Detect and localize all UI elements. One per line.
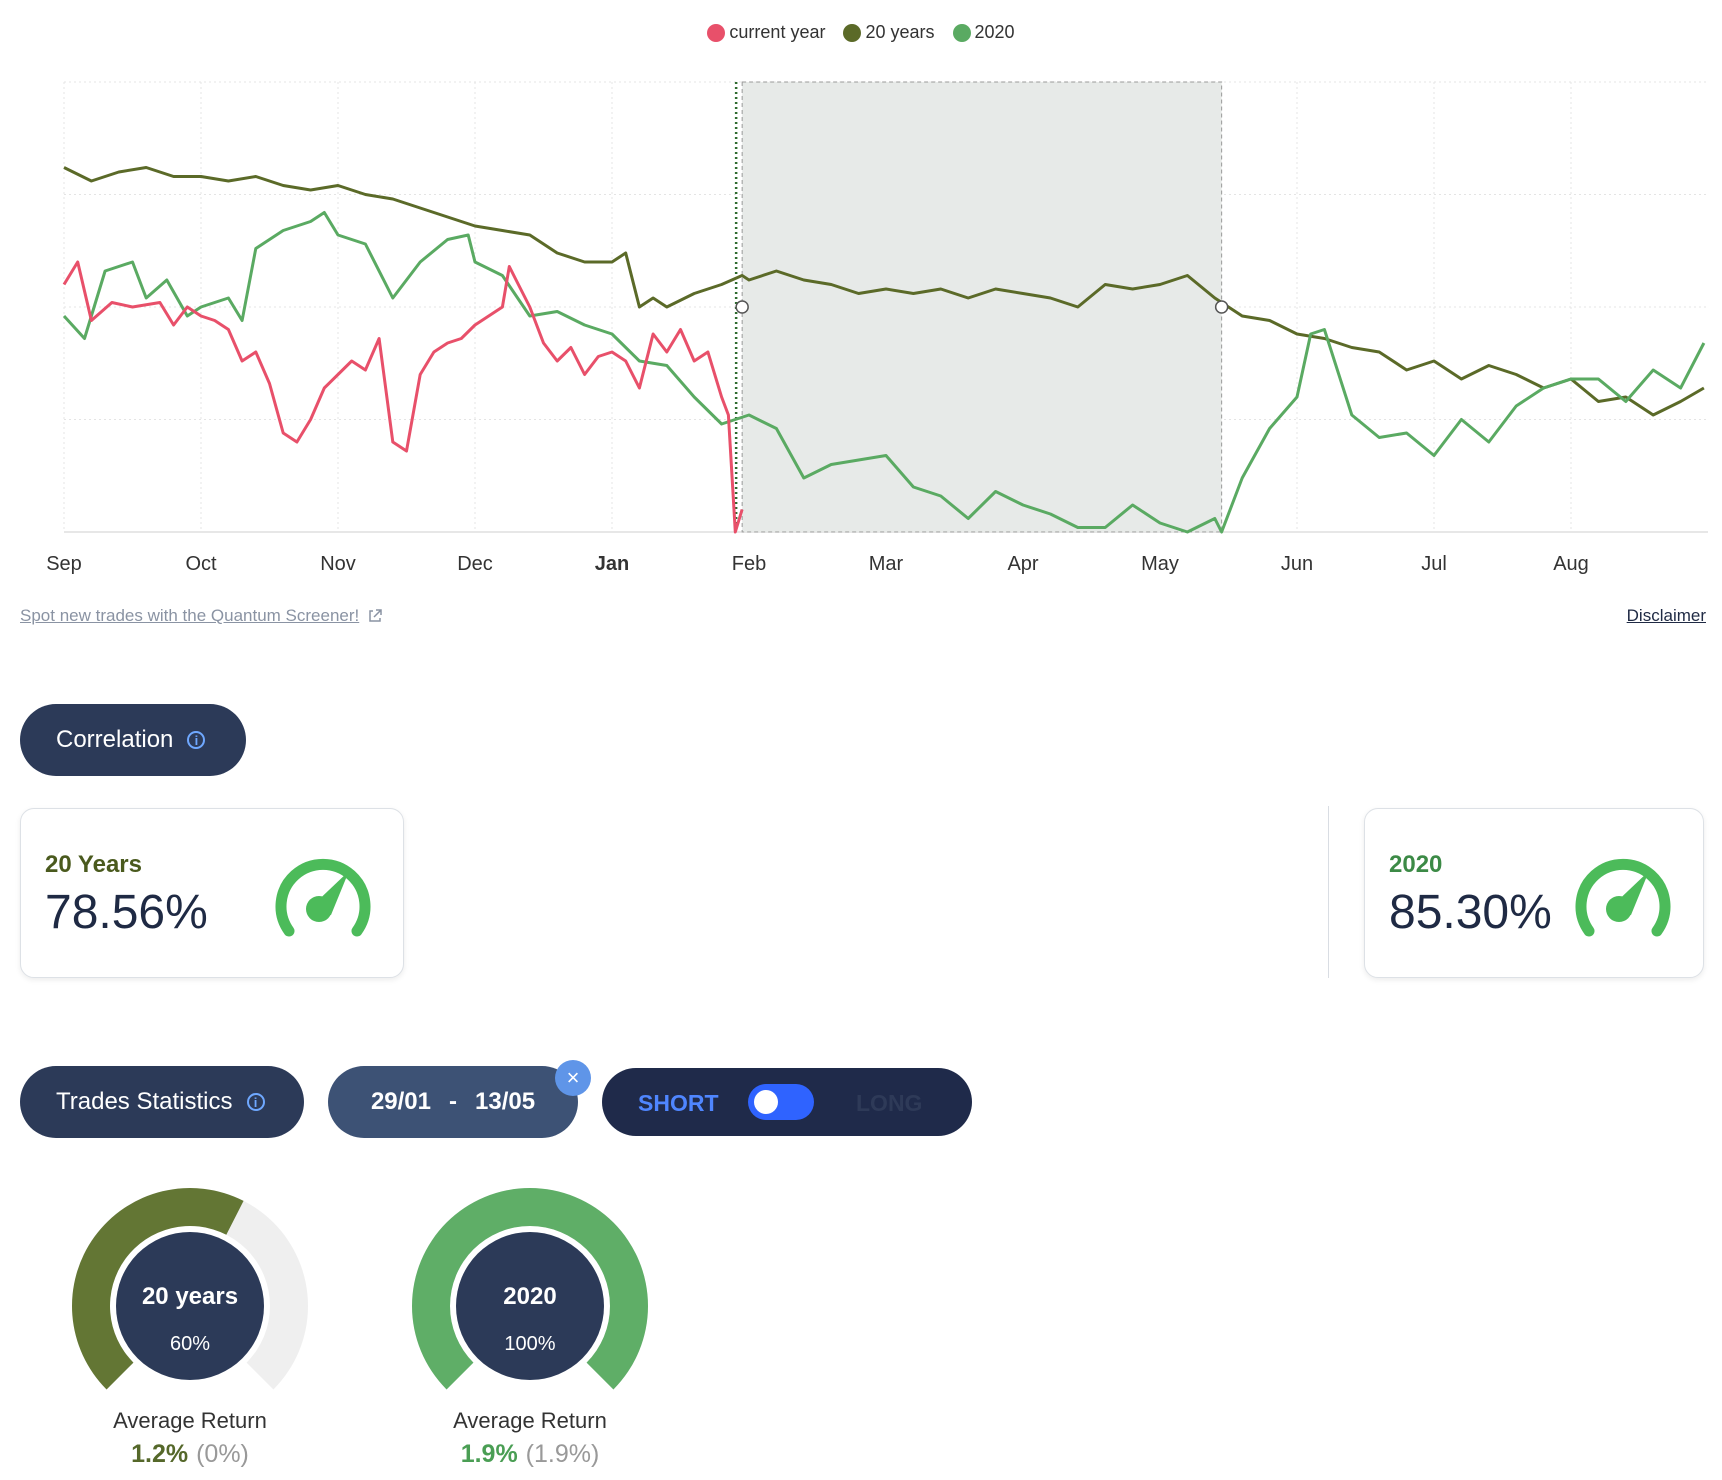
win-rate-donut: 2020 100% [412,1188,648,1390]
series-line [63,166,1705,417]
donut-fill [72,1188,244,1390]
correlation-card-2020: 2020 85.30% [1364,808,1704,978]
info-icon[interactable]: i [187,731,206,749]
legend-dot [707,23,726,42]
x-tick-label: Nov [320,553,356,575]
legend-dot [952,23,971,42]
external-link-icon [369,609,382,622]
average-return-label: Average Return [113,1408,267,1433]
donut-20-years: 20 years 60% Average Return 1.2% (0%) [70,1186,310,1468]
correlation-value: 78.56% [45,886,208,939]
average-return-sub: (1.9%) [525,1440,600,1468]
speedometer-icon [275,858,371,937]
win-rate-donut: 20 years 60% [72,1188,308,1390]
correlation-title: Correlation [56,726,174,753]
legend-label: 2020 [974,22,1015,42]
screener-link-text: Spot new trades with the Quantum Screene… [20,606,360,625]
average-return-value: 1.2% (0%) [70,1440,310,1469]
x-tick-label: May [1141,553,1179,575]
long-label[interactable]: LONG [856,1090,923,1116]
x-tick-label: Jan [595,553,629,575]
correlation-pill[interactable]: Correlation i [20,704,246,776]
legend-item-current-year[interactable]: current year [707,22,825,43]
x-tick-label: Dec [457,553,493,575]
selection-range [741,81,1223,533]
seasonality-chart[interactable]: Sep Oct Nov Dec Jan Feb Mar Apr May Jun Jul Aug [0,70,1722,590]
average-return-main: 1.2% [131,1440,189,1468]
legend-label: current year [729,22,826,42]
correlation-value: 85.30% [1389,886,1552,939]
legend-dot [843,23,862,42]
donut-center [116,1232,264,1380]
date-separator: - [449,1088,457,1115]
clear-date-close-icon[interactable]: × [555,1060,591,1096]
date-range-pill[interactable]: 29/01 - 13/05 [328,1066,578,1138]
short-long-toggle: SHORT LONG [602,1068,972,1136]
x-tick-label: Sep [46,553,82,575]
series-line [62,211,1706,534]
average-return-value: 1.9% (1.9%) [410,1440,650,1469]
disclaimer-link[interactable]: Disclaimer [1626,606,1706,625]
date-end: 13/05 [475,1088,536,1115]
legend-item-20-years[interactable]: 20 years [843,22,935,43]
donut-title: 20 years [142,1283,238,1310]
legend-item-2020[interactable]: 2020 [952,22,1015,43]
legend-label: 20 years [865,22,935,42]
date-start: 29/01 [370,1088,431,1115]
short-label[interactable]: SHORT [638,1090,719,1116]
x-tick-label: Aug [1553,553,1589,575]
trades-statistics-title: Trades Statistics [56,1088,233,1115]
chart-legend: current year 20 years 2020 [0,22,1722,43]
speedometer-icon [1575,858,1671,937]
x-tick-label: Jul [1421,553,1447,575]
donut-percent: 60% [170,1333,210,1355]
trades-statistics-pill[interactable]: Trades Statistics i [20,1066,304,1138]
switch-knob [754,1090,778,1114]
donut-center [456,1232,604,1380]
correlation-card-20-years: 20 Years 78.56% [20,808,404,978]
screener-link[interactable]: Spot new trades with the Quantum Screene… [20,606,383,626]
selection-handle-right [1214,300,1229,314]
x-tick-label: Feb [732,553,766,575]
correlation-label: 20 Years [45,851,142,878]
average-return-main: 1.9% [460,1440,518,1468]
donut-2020: 2020 100% Average Return 1.9% (1.9%) [410,1186,650,1468]
divider [1328,806,1329,978]
info-icon[interactable]: i [246,1093,265,1111]
series-line [62,260,744,534]
donut-fill [412,1188,648,1390]
average-return-sub: (0%) [196,1440,249,1468]
x-tick-label: Apr [1007,553,1038,575]
donut-title: 2020 [503,1283,556,1310]
donut-percent: 100% [504,1333,555,1355]
average-return-label: Average Return [453,1408,607,1433]
x-tick-label: Oct [185,553,217,575]
chart-links: Spot new trades with the Quantum Screene… [20,606,1706,626]
x-tick-label: Jun [1281,553,1313,575]
direction-switch[interactable] [748,1084,814,1120]
correlation-label: 2020 [1389,851,1443,878]
selection-handle-left [735,300,749,314]
x-tick-label: Mar [869,553,904,575]
